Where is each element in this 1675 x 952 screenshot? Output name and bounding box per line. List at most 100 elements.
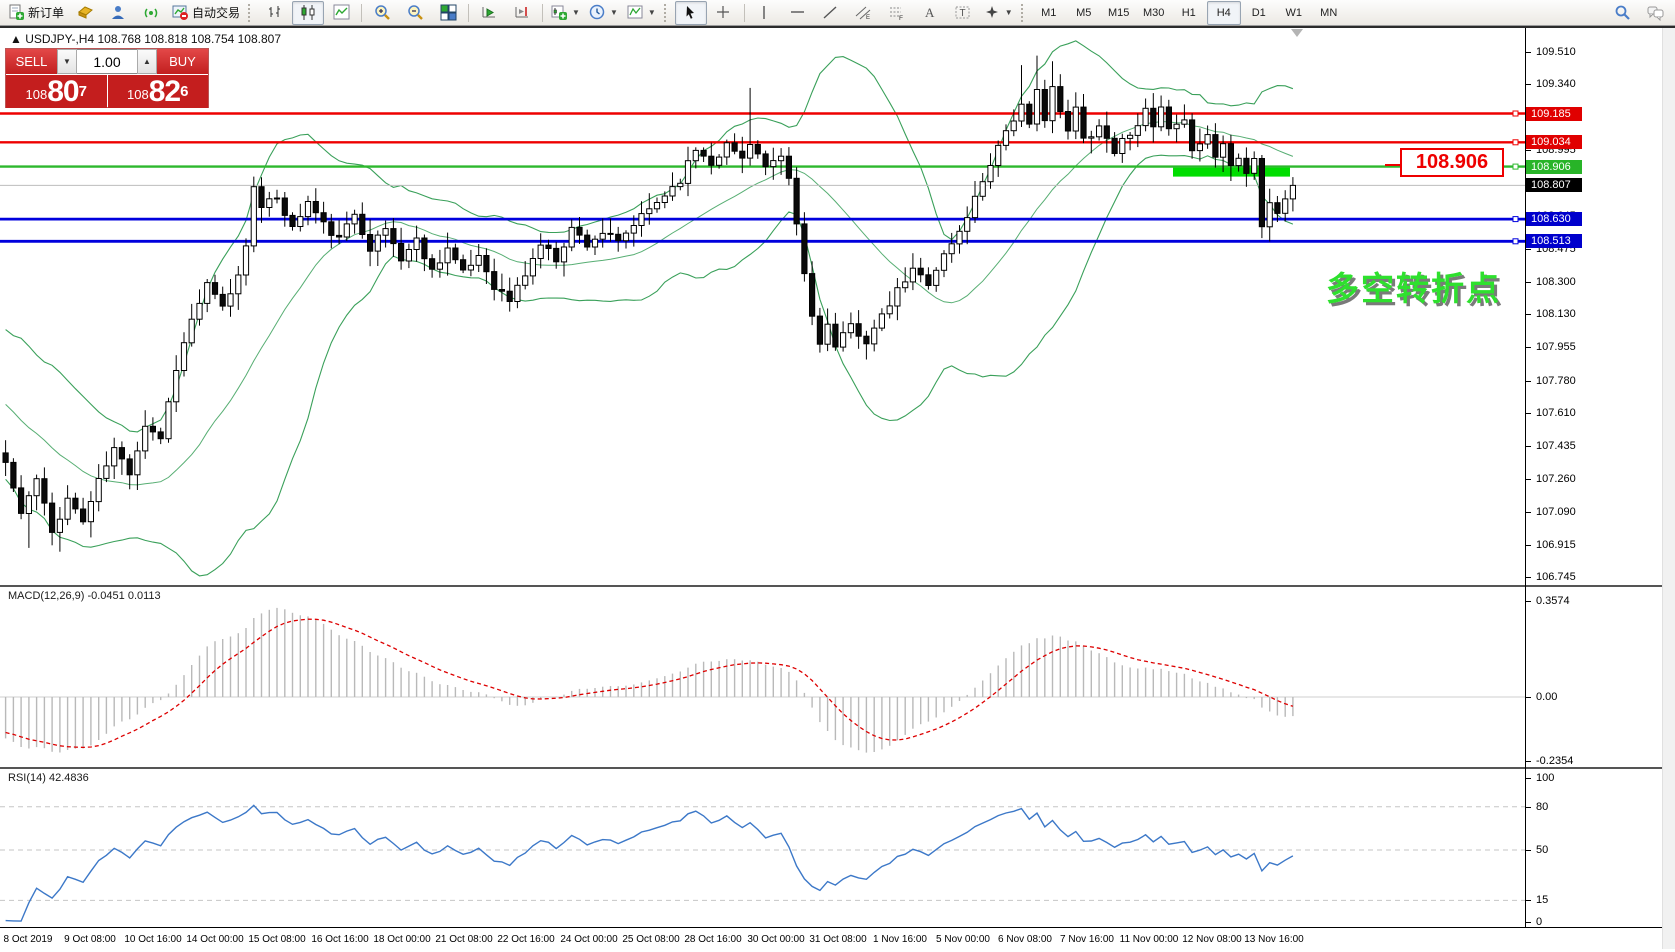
price-callout-box[interactable]: 108.906 [1400,148,1504,177]
zoom-out-button[interactable] [399,1,431,25]
hline-handle[interactable] [1512,216,1519,223]
svg-text:F: F [899,15,903,21]
support-highlight-bar[interactable] [1173,167,1290,177]
timeframe-h1-button[interactable]: H1 [1181,6,1196,19]
cursor-icon [682,4,699,21]
time-axis-label: 1 Nov 16:00 [873,934,927,945]
volume-increase-button[interactable]: ▲ [137,49,157,74]
chart-window: 0.3574 0.00 -0.2354 100 80 50 15 0 109.510 109.34… [0,26,1675,952]
timeframe-m1-button[interactable]: M1 [1041,6,1057,19]
sell-quote[interactable]: 108 80 7 [6,75,107,108]
hline-handle[interactable] [1512,110,1519,117]
autotrade-button[interactable]: 自动交易 [168,1,244,25]
price-pane[interactable] [0,28,1525,585]
bars-chart-button[interactable] [259,1,291,25]
time-axis-label: 21 Oct 08:00 [435,934,493,945]
candlesticks [2,55,1297,552]
time-axis-label: 22 Oct 16:00 [497,934,555,945]
crosshair-button[interactable] [708,1,740,25]
equidistant-channel-button[interactable]: E [848,1,880,25]
timeframe-d1-button[interactable]: D1 [1251,6,1266,19]
crosshair-icon [715,4,732,21]
ledger-icon [77,4,94,21]
timeframe-mn-button[interactable]: MN [1320,6,1338,19]
tile-windows-button[interactable] [432,1,464,25]
time-axis-label: 8 Oct 2019 [3,934,53,945]
arrows-button[interactable]: ▼ [980,1,1017,25]
trend-line-button[interactable] [815,1,847,25]
chat-button[interactable] [1639,1,1671,25]
new-order-button[interactable]: 新订单 [4,1,68,25]
line-chart-button[interactable] [325,1,357,25]
fibonacci-button[interactable]: F [881,1,913,25]
bid-prefix: 108 [25,87,48,102]
macd-tick-label: 0.3574 [1536,594,1570,607]
chart-annotation-text[interactable]: 多空转折点 [1326,270,1501,307]
candles-chart-button[interactable] [292,0,325,25]
horizontal-line-button[interactable] [782,1,814,25]
timeframe-m15-button[interactable]: M15 [1108,6,1130,19]
chart-shift-marker-icon[interactable] [1291,29,1303,37]
new-order-icon [8,4,25,21]
hline-handle[interactable] [1512,139,1519,146]
macd-pane[interactable] [0,587,1525,767]
timeframe-m5-button[interactable]: M5 [1076,6,1092,19]
text-button[interactable]: A [914,1,946,25]
time-axis-label: 7 Nov 16:00 [1060,934,1114,945]
indicators-button[interactable]: ▼ [623,1,660,25]
profiles-clock-button[interactable]: ▼ [585,1,622,25]
ask-prefix: 108 [127,87,149,102]
hline-handle[interactable] [1512,163,1519,170]
chart-shift-button[interactable] [506,1,538,25]
community-button[interactable] [102,1,134,25]
equidistant-channel-icon: E [855,4,872,21]
volume-decrease-button[interactable]: ▼ [57,49,77,74]
timeframe-w1-button[interactable]: W1 [1285,6,1302,19]
bid-pip: 7 [78,83,87,100]
dropdown-caret-icon[interactable]: ▼ [609,8,618,17]
hline-handle[interactable] [1512,238,1519,245]
sell-button[interactable]: SELL [6,49,57,74]
time-axis[interactable]: 8 Oct 2019 9 Oct 08:00 10 Oct 16:00 14 Oct … [0,927,1675,952]
zoom-in-button[interactable] [366,1,398,25]
price-tick [1525,52,1531,53]
macd-histogram [4,607,1294,753]
dropdown-caret-icon[interactable]: ▼ [647,8,656,17]
zoom-in-icon [374,4,391,21]
horizontal-line-icon [789,4,806,21]
volume-input[interactable]: 1.00 [77,49,137,74]
symbol-timeframe: USDJPY-,H4 [25,32,95,46]
time-axis-label: 10 Oct 16:00 [124,934,182,945]
timeframe-m30-button[interactable]: M30 [1143,6,1165,19]
pane-separator-rsi[interactable] [0,767,1675,769]
buy-button[interactable]: BUY [157,49,208,74]
ledger-button[interactable] [69,1,101,25]
signals-button[interactable] [135,1,167,25]
buy-quote[interactable]: 108 82 6 [107,75,208,108]
price-tick-label: 107.090 [1536,506,1576,518]
dropdown-caret-icon[interactable]: ▼ [1004,8,1013,17]
vertical-line-button[interactable] [749,1,781,25]
auto-scroll-button[interactable] [473,1,505,25]
price-tick [1525,314,1531,315]
text-icon: A [921,4,938,21]
ask-pip: 6 [180,83,189,100]
rsi-indicator-label: RSI(14) 42.4836 [8,772,89,784]
price-callout-pointer [1385,164,1400,166]
text-label-button[interactable]: T [947,1,979,25]
bid-big: 80 [47,75,79,108]
cursor-button[interactable] [674,0,707,25]
timeframe-h4-button[interactable]: H4 [1206,0,1241,25]
search-button[interactable] [1606,1,1638,25]
collapse-panel-icon[interactable]: ▲ [10,32,22,46]
new-chart-button[interactable]: ▼ [547,1,584,25]
rsi-pane[interactable] [0,769,1525,927]
pane-separator-macd[interactable] [0,585,1675,587]
time-axis-label: 13 Nov 16:00 [1244,934,1304,945]
price-tick [1525,381,1531,382]
profiles-clock-icon [589,4,606,21]
chart-shift-icon [514,4,531,21]
signals-icon [143,4,160,21]
vertical-scrollbar[interactable] [1662,28,1675,949]
dropdown-caret-icon[interactable]: ▼ [572,8,580,17]
